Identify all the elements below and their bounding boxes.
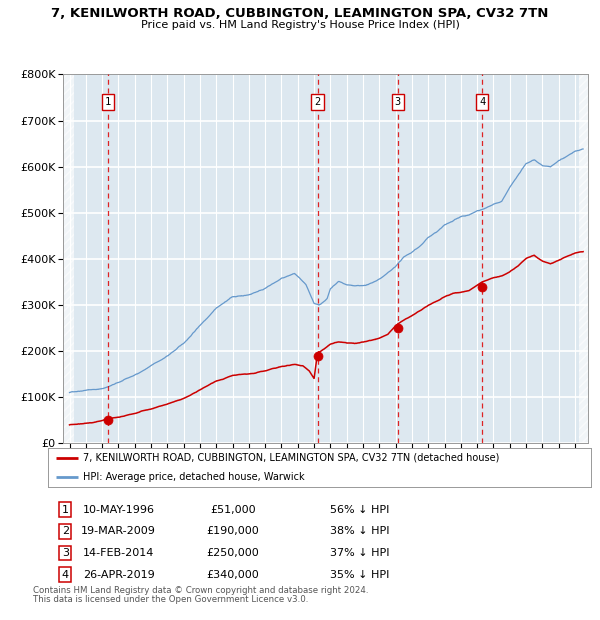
Text: 35% ↓ HPI: 35% ↓ HPI bbox=[331, 570, 390, 580]
Text: 38% ↓ HPI: 38% ↓ HPI bbox=[331, 526, 390, 536]
Text: 37% ↓ HPI: 37% ↓ HPI bbox=[331, 548, 390, 558]
Text: 4: 4 bbox=[62, 570, 69, 580]
Text: 26-APR-2019: 26-APR-2019 bbox=[83, 570, 154, 580]
Text: 10-MAY-1996: 10-MAY-1996 bbox=[83, 505, 155, 515]
Text: Contains HM Land Registry data © Crown copyright and database right 2024.: Contains HM Land Registry data © Crown c… bbox=[33, 586, 368, 595]
Text: 56% ↓ HPI: 56% ↓ HPI bbox=[331, 505, 390, 515]
Text: £250,000: £250,000 bbox=[206, 548, 259, 558]
Text: 19-MAR-2009: 19-MAR-2009 bbox=[81, 526, 156, 536]
Text: 14-FEB-2014: 14-FEB-2014 bbox=[83, 548, 154, 558]
Bar bbox=[579, 74, 588, 443]
Bar bbox=[63, 74, 74, 443]
Text: This data is licensed under the Open Government Licence v3.0.: This data is licensed under the Open Gov… bbox=[33, 595, 308, 604]
Text: 1: 1 bbox=[105, 97, 111, 107]
Text: HPI: Average price, detached house, Warwick: HPI: Average price, detached house, Warw… bbox=[83, 472, 305, 482]
Text: 1: 1 bbox=[62, 505, 69, 515]
Text: £190,000: £190,000 bbox=[206, 526, 259, 536]
Text: 2: 2 bbox=[62, 526, 69, 536]
Text: 3: 3 bbox=[394, 97, 401, 107]
Text: 7, KENILWORTH ROAD, CUBBINGTON, LEAMINGTON SPA, CV32 7TN: 7, KENILWORTH ROAD, CUBBINGTON, LEAMINGT… bbox=[52, 7, 548, 20]
Text: £340,000: £340,000 bbox=[206, 570, 259, 580]
Text: Price paid vs. HM Land Registry's House Price Index (HPI): Price paid vs. HM Land Registry's House … bbox=[140, 20, 460, 30]
Text: 4: 4 bbox=[479, 97, 485, 107]
Text: £51,000: £51,000 bbox=[210, 505, 256, 515]
Text: 7, KENILWORTH ROAD, CUBBINGTON, LEAMINGTON SPA, CV32 7TN (detached house): 7, KENILWORTH ROAD, CUBBINGTON, LEAMINGT… bbox=[83, 453, 500, 463]
Text: 3: 3 bbox=[62, 548, 69, 558]
Text: 2: 2 bbox=[314, 97, 320, 107]
